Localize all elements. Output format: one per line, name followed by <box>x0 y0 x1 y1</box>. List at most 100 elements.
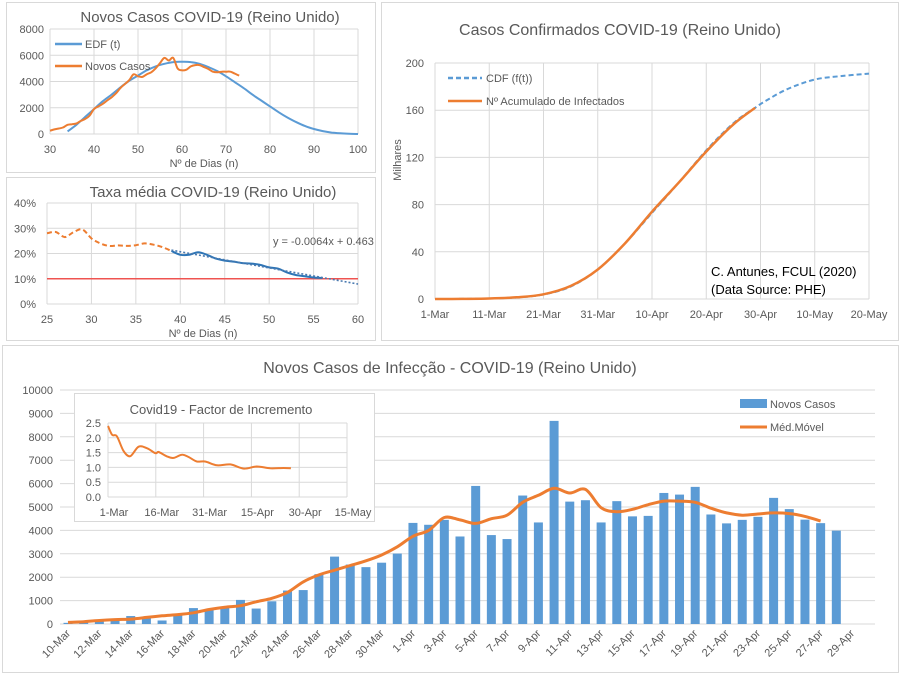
x-tick-label: 80 <box>264 144 276 156</box>
x-axis-label: Nº de Dias (n) <box>169 328 238 340</box>
panel-novos-casos <box>6 2 376 173</box>
x-tick-label: 31-Mar <box>580 309 615 321</box>
y-tick-label: 0 <box>418 294 424 306</box>
series-line-1 <box>49 56 240 132</box>
x-tick-label: 10-May <box>796 309 833 321</box>
x-tick-label: 60 <box>176 144 188 156</box>
bar <box>345 564 355 624</box>
y-tick-label: 40 <box>412 247 424 259</box>
x-tick-label: 35 <box>130 314 142 326</box>
legend-label: Méd.Móvel <box>770 422 824 434</box>
y-tick-label: 80 <box>412 200 424 212</box>
bar <box>173 614 183 624</box>
bar <box>471 485 481 624</box>
x-tick-label: 40 <box>174 314 186 326</box>
x-tick-label: 11-Mar <box>472 309 506 321</box>
bar <box>643 515 653 624</box>
y-tick-label: 8000 <box>20 24 44 36</box>
inset-x-tick-label: 1-Mar <box>100 507 129 519</box>
y-tick-label: 6000 <box>29 479 53 491</box>
y-tick-label: 4000 <box>29 525 53 537</box>
panel-casos-confirmados <box>381 2 899 341</box>
bar <box>220 607 230 624</box>
x-tick-label: 40 <box>88 144 100 156</box>
bar <box>502 539 512 624</box>
inset-x-tick-label: 30-Apr <box>289 507 322 519</box>
legend-label: Novos Casos <box>770 399 836 411</box>
x-tick-label: 50 <box>132 144 144 156</box>
y-tick-label: 7000 <box>29 455 53 467</box>
inset-y-tick-label: 1.5 <box>86 448 101 460</box>
y-tick-label: 0 <box>38 129 44 141</box>
y-tick-label: 40% <box>14 198 36 210</box>
inset-x-tick-label: 15-May <box>335 507 372 519</box>
inset-y-tick-label: 0.0 <box>86 492 101 504</box>
x-tick-label: 21-Mar <box>526 309 561 321</box>
bar <box>831 530 841 624</box>
x-tick-label: 55 <box>307 314 319 326</box>
inset-x-tick-label: 16-Mar <box>144 507 179 519</box>
bar <box>110 619 120 624</box>
y-tick-label: 2000 <box>20 103 44 115</box>
bar <box>298 590 308 624</box>
bar <box>580 500 590 624</box>
bar <box>188 608 198 624</box>
x-tick-label: 100 <box>349 144 367 156</box>
bar <box>63 622 73 624</box>
bar <box>565 501 575 624</box>
bar <box>549 420 559 624</box>
panel-taxa-media <box>6 177 376 341</box>
bar <box>377 562 387 624</box>
inset-y-tick-label: 1.0 <box>86 462 101 474</box>
y-tick-label: 4000 <box>20 77 44 89</box>
y-tick-label: 10000 <box>22 385 53 397</box>
bar <box>753 516 763 624</box>
chart-title: Casos Confirmados COVID-19 (Reino Unido) <box>459 22 781 39</box>
y-tick-label: 120 <box>406 152 424 164</box>
y-tick-label: 1000 <box>29 596 53 608</box>
bar <box>690 486 700 624</box>
inset-panel <box>74 393 375 522</box>
x-tick-label: 70 <box>220 144 232 156</box>
y-tick-label: 30% <box>14 223 36 235</box>
bar <box>330 556 340 624</box>
series-line-0 <box>67 60 359 135</box>
bar <box>706 514 716 624</box>
bar <box>627 516 637 624</box>
y-tick-label: 8000 <box>29 432 53 444</box>
bar <box>424 524 434 624</box>
y-tick-label: 0% <box>20 299 36 311</box>
bar <box>408 522 418 624</box>
y-tick-label: 2000 <box>29 572 53 584</box>
bar <box>675 494 685 624</box>
x-axis-label: Nº de Dias (n) <box>170 158 239 170</box>
legend-label: CDF (f(t)) <box>486 73 532 85</box>
x-tick-label: 60 <box>352 314 364 326</box>
x-tick-label: 30-Apr <box>744 309 777 321</box>
bar <box>518 495 528 624</box>
bar <box>612 501 622 624</box>
bar <box>737 519 747 624</box>
chart-title: Taxa média COVID-19 (Reino Unido) <box>90 184 337 201</box>
x-tick-label: 20-Apr <box>690 309 723 321</box>
bar <box>596 522 606 624</box>
legend-label: Novos Casos <box>85 61 151 73</box>
inset-x-tick-label: 31-Mar <box>192 507 227 519</box>
x-tick-label: 50 <box>263 314 275 326</box>
series-line-0 <box>46 228 172 252</box>
chart-title: Novos Casos COVID-19 (Reino Unido) <box>80 9 339 26</box>
moving-average-line <box>67 486 822 624</box>
x-tick-label: 45 <box>219 314 231 326</box>
bar <box>141 618 151 624</box>
y-tick-label: 9000 <box>29 408 53 420</box>
inset-series-line <box>107 425 291 470</box>
bar <box>157 620 167 624</box>
bar <box>439 519 449 624</box>
series-line-1 <box>434 106 756 301</box>
legend-swatch <box>740 399 767 408</box>
x-tick-label: 1-Mar <box>421 309 450 321</box>
source-annotation: (Data Source: PHE) <box>711 282 826 297</box>
y-tick-label: 20% <box>14 249 36 261</box>
chart-title: Novos Casos de Infecção - COVID-19 (Rein… <box>263 360 637 377</box>
